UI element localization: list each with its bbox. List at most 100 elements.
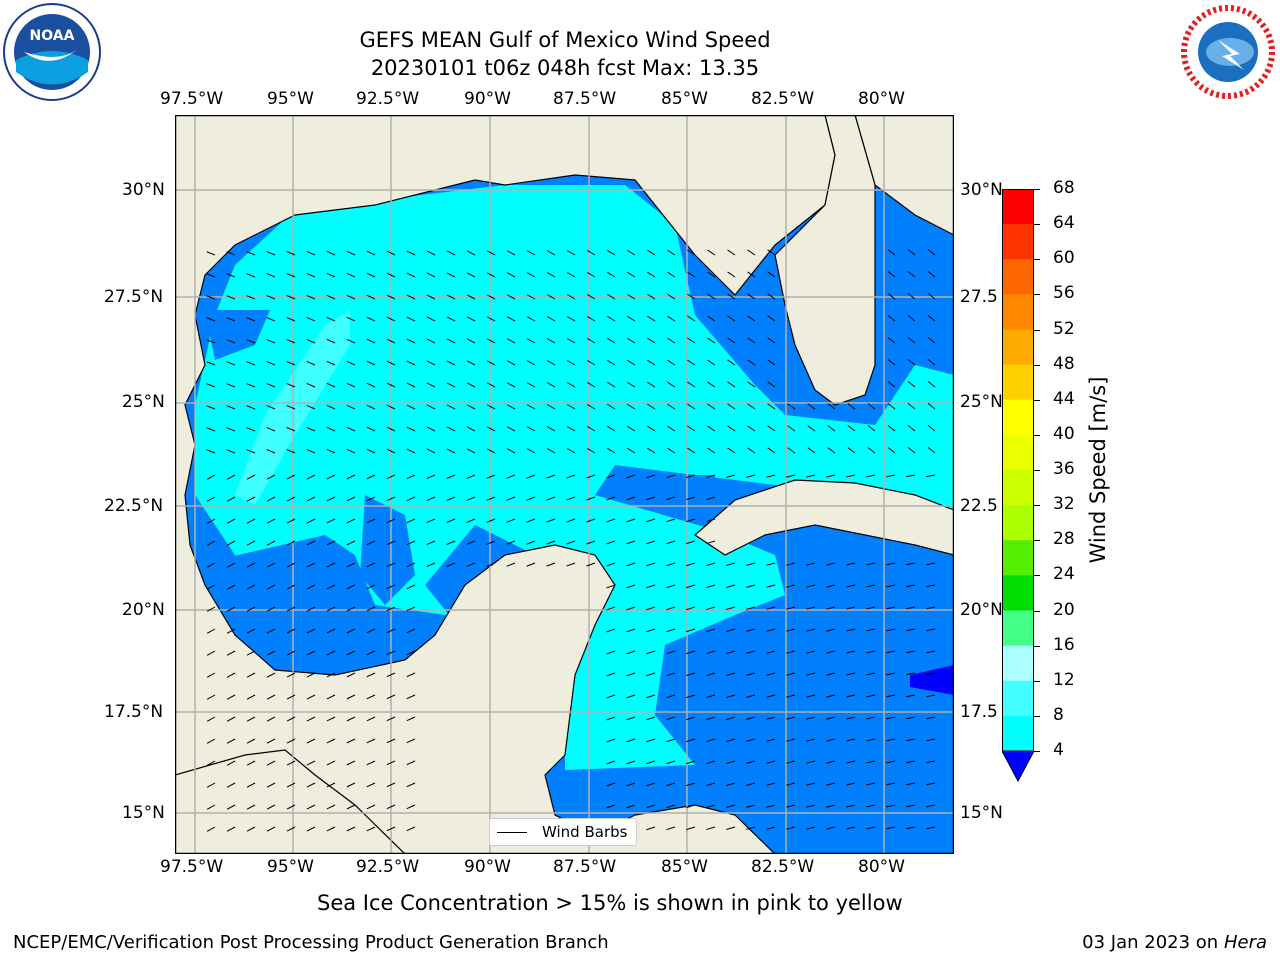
wind-barb (887, 403, 896, 410)
wind-barb (686, 694, 696, 699)
wind-barb (326, 562, 336, 568)
wind-barb (646, 782, 656, 787)
wind-barb (706, 650, 716, 655)
wind-barb (787, 403, 796, 410)
wind-barb (546, 448, 556, 454)
wind-barb (366, 738, 376, 744)
wind-barb (206, 339, 216, 344)
wind-barb (926, 694, 936, 698)
wind-barb (346, 382, 356, 388)
wind-barb (346, 804, 356, 810)
wind-barb (286, 782, 296, 788)
wind-barb (666, 474, 676, 479)
wind-barb (906, 782, 916, 786)
wind-barb (326, 496, 336, 502)
wind-barb (726, 804, 736, 808)
wind-barb (306, 606, 316, 612)
wind-barb (586, 474, 596, 479)
wind-barb (646, 496, 656, 501)
wind-barb (286, 383, 296, 388)
wind-barb (906, 804, 916, 808)
wind-barb (226, 606, 236, 612)
wind-zone-4-8-b (615, 475, 715, 515)
wind-barb (566, 294, 576, 300)
wind-barb (646, 826, 656, 831)
wind-barb (446, 518, 456, 523)
wind-barb (546, 294, 556, 300)
wind-barb (766, 474, 776, 478)
wind-barb (706, 518, 716, 523)
wind-barb (286, 804, 296, 810)
wind-barb (466, 562, 476, 567)
wind-barb (486, 338, 496, 344)
wind-barb (566, 360, 576, 366)
wind-barb (306, 628, 316, 634)
wind-barb (286, 273, 296, 278)
wind-barb (266, 474, 276, 480)
wind-barb (266, 694, 276, 700)
wind-barb (206, 694, 216, 700)
wind-barb (286, 317, 296, 322)
colorbar-tick-label: 4 (1053, 740, 1064, 760)
wind-barbs (206, 248, 936, 832)
wind-barb (326, 782, 336, 788)
wind-barb (386, 540, 396, 546)
wind-barb (806, 606, 816, 610)
wind-barb (926, 628, 936, 632)
wind-barb (226, 405, 236, 410)
wind-barb (706, 606, 716, 611)
wind-barb (206, 317, 216, 322)
wind-barb (306, 382, 316, 388)
wind-barb (726, 782, 736, 786)
wind-barb (206, 295, 216, 300)
wind-barb (306, 760, 316, 766)
lat-label-left: 15°N (122, 803, 165, 823)
wind-barb (786, 650, 796, 654)
wind-barb (666, 804, 676, 809)
legend-line-icon (497, 832, 527, 833)
wind-barb (246, 251, 256, 256)
wind-barb (927, 314, 936, 322)
lon-label-top: 87.5°W (553, 89, 617, 109)
wind-barb (226, 427, 236, 432)
wind-barb (246, 361, 256, 366)
wind-barb (506, 250, 516, 256)
wind-barb (206, 361, 216, 366)
legend-label: Wind Barbs (542, 823, 628, 841)
wind-barb (346, 562, 356, 568)
colorbar-tick-mark (1034, 224, 1040, 226)
wind-barb (326, 672, 336, 678)
wind-barb (466, 518, 476, 523)
wind-barb (326, 382, 336, 388)
wind-barb (786, 474, 796, 478)
wind-barb (866, 804, 876, 808)
wind-barb (366, 496, 376, 502)
wind-barb (826, 628, 836, 632)
wind-barb (286, 496, 296, 502)
wind-barb (506, 404, 516, 410)
wind-barb (326, 448, 336, 454)
wind-barb (366, 250, 376, 256)
wind-barb (606, 672, 616, 677)
wind-barb (887, 249, 896, 256)
wind-barb (766, 562, 776, 566)
land-florida (774, 114, 876, 406)
wind-barb (326, 540, 336, 546)
wind-barb (306, 426, 316, 432)
wind-barb (326, 250, 336, 256)
wind-barb (626, 672, 636, 677)
wind-barb (866, 474, 876, 478)
wind-barb (206, 804, 216, 810)
wind-barb (366, 562, 376, 568)
wind-barb (767, 315, 776, 322)
wind-barb (506, 272, 516, 278)
wind-barb (566, 404, 576, 410)
wind-barb (246, 782, 256, 788)
wind-barb (226, 672, 236, 678)
wind-barb (366, 826, 376, 832)
wind-barb (386, 760, 396, 766)
wind-barb (726, 474, 736, 478)
wind-barb (306, 716, 316, 722)
wind-barb (866, 650, 876, 654)
wind-barb (667, 293, 676, 300)
